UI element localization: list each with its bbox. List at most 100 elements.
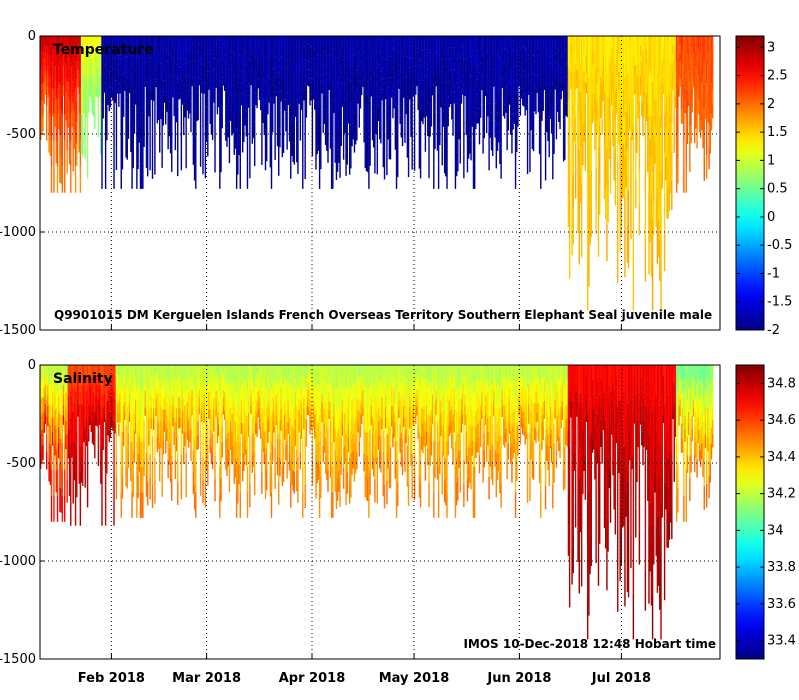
temp-profile-cell xyxy=(79,62,82,89)
sal-profile-cell xyxy=(300,426,303,440)
temp-profile-cell xyxy=(55,57,58,79)
temp-profile-cell xyxy=(286,36,288,55)
temp-profile-cell xyxy=(369,122,371,145)
temp-profile-cell xyxy=(175,79,178,94)
sal-profile-cell xyxy=(227,432,229,450)
temp-profile-cell xyxy=(353,113,356,134)
temp-profile-cell xyxy=(393,72,395,85)
temp-profile-cell xyxy=(370,86,372,97)
temp-profile-cell xyxy=(447,81,449,97)
sal-profile-cell xyxy=(95,395,97,406)
temp-profile-cell xyxy=(179,88,181,99)
temp-profile-cell xyxy=(607,67,609,99)
temp-profile-cell xyxy=(163,58,166,70)
temp-profile-cell xyxy=(612,36,614,55)
sal-profile-cell xyxy=(326,441,328,461)
temp-profile-cell xyxy=(546,116,548,133)
temp-profile-cell xyxy=(459,36,461,58)
temp-profile-cell xyxy=(469,94,471,115)
temp-profile-cell xyxy=(555,53,558,71)
sal-profile-cell xyxy=(41,413,43,430)
sal-profile-cell xyxy=(225,417,227,435)
temp-profile-cell xyxy=(579,91,582,120)
temp-profile-cell xyxy=(65,78,67,93)
sal-profile-cell xyxy=(68,365,71,387)
temp-profile-cell xyxy=(399,79,401,95)
temp-profile-cell xyxy=(455,59,458,83)
sal-profile-cell xyxy=(41,429,43,447)
temp-profile-cell xyxy=(623,89,625,117)
temp-profile-cell xyxy=(66,36,68,59)
temp-profile-cell xyxy=(96,46,98,57)
sal-profile-cell xyxy=(202,480,204,504)
sal-profile-cell xyxy=(272,413,274,430)
sal-profile-cell xyxy=(217,376,220,389)
temp-profile-cell xyxy=(556,73,559,87)
temp-profile-cell xyxy=(452,119,454,136)
temp-profile-cell xyxy=(43,81,46,93)
temp-profile-cell xyxy=(381,57,383,69)
sal-profile-cell xyxy=(226,365,228,384)
temp-profile-cell xyxy=(452,52,454,70)
temp-profile-cell xyxy=(403,87,405,98)
sal-profile-cell xyxy=(185,365,187,388)
temp-profile-cell xyxy=(712,63,714,78)
temp-profile-cell xyxy=(536,45,538,55)
temp-profile-cell xyxy=(671,181,673,211)
temp-profile-cell xyxy=(388,118,391,139)
temp-profile-cell xyxy=(612,109,614,128)
temp-profile-cell xyxy=(321,36,323,46)
temp-profile-cell xyxy=(144,52,146,62)
temp-profile-cell xyxy=(78,36,80,56)
temp-profile-cell xyxy=(270,36,273,62)
temp-profile-cell xyxy=(666,157,668,189)
sal-profile-cell xyxy=(267,430,269,444)
temp-profile-cell xyxy=(650,76,653,117)
temp-profile-cell xyxy=(287,93,290,106)
temp-profile-cell xyxy=(618,126,620,145)
temp-profile-cell xyxy=(288,71,291,89)
temp-profile-cell xyxy=(554,80,556,90)
temp-profile-cell xyxy=(487,49,489,63)
temp-profile-cell xyxy=(493,78,495,87)
sal-profile-cell xyxy=(71,380,73,396)
temp-profile-cell xyxy=(430,66,433,82)
temp-profile-cell xyxy=(582,122,584,144)
sal-profile-cell xyxy=(308,398,310,408)
temp-profile-cell xyxy=(131,61,133,87)
sal-profile-cell xyxy=(195,441,197,467)
temp-profile-cell xyxy=(309,82,311,94)
temp-profile-cell xyxy=(611,59,613,71)
sal-profile-cell xyxy=(85,365,88,379)
sal-profile-cell xyxy=(159,462,161,482)
sal-profile-cell xyxy=(83,390,85,404)
sal-profile-cell xyxy=(235,415,238,442)
temp-profile-cell xyxy=(146,106,149,130)
sal-profile-cell xyxy=(121,431,124,455)
sal-profile-cell xyxy=(338,470,340,492)
temp-profile-cell xyxy=(673,55,675,75)
temp-profile-cell xyxy=(104,137,107,164)
temp-profile-cell xyxy=(470,36,472,57)
temp-profile-cell xyxy=(150,57,153,68)
temp-profile-cell xyxy=(529,36,531,59)
temp-profile-cell xyxy=(73,54,76,74)
temp-profile-cell xyxy=(219,163,221,189)
temp-profile-cell xyxy=(199,57,202,80)
temp-profile-cell xyxy=(364,102,366,125)
temp-profile-cell xyxy=(241,133,244,153)
sal-profile-cell xyxy=(172,416,174,427)
sal-profile-cell xyxy=(52,405,54,419)
temp-profile-cell xyxy=(202,128,204,152)
temp-profile-cell xyxy=(335,36,338,60)
temp-profile-cell xyxy=(608,97,611,119)
temp-profile-cell xyxy=(461,75,464,86)
temp-profile-cell xyxy=(315,102,317,126)
sal-profile-cell xyxy=(348,388,351,412)
temp-profile-cell xyxy=(356,123,358,141)
temp-profile-cell xyxy=(326,131,328,151)
temp-profile-cell xyxy=(602,46,605,58)
temp-profile-cell xyxy=(150,89,153,100)
temp-profile-cell xyxy=(512,113,514,130)
temp-profile-cell xyxy=(564,139,566,160)
